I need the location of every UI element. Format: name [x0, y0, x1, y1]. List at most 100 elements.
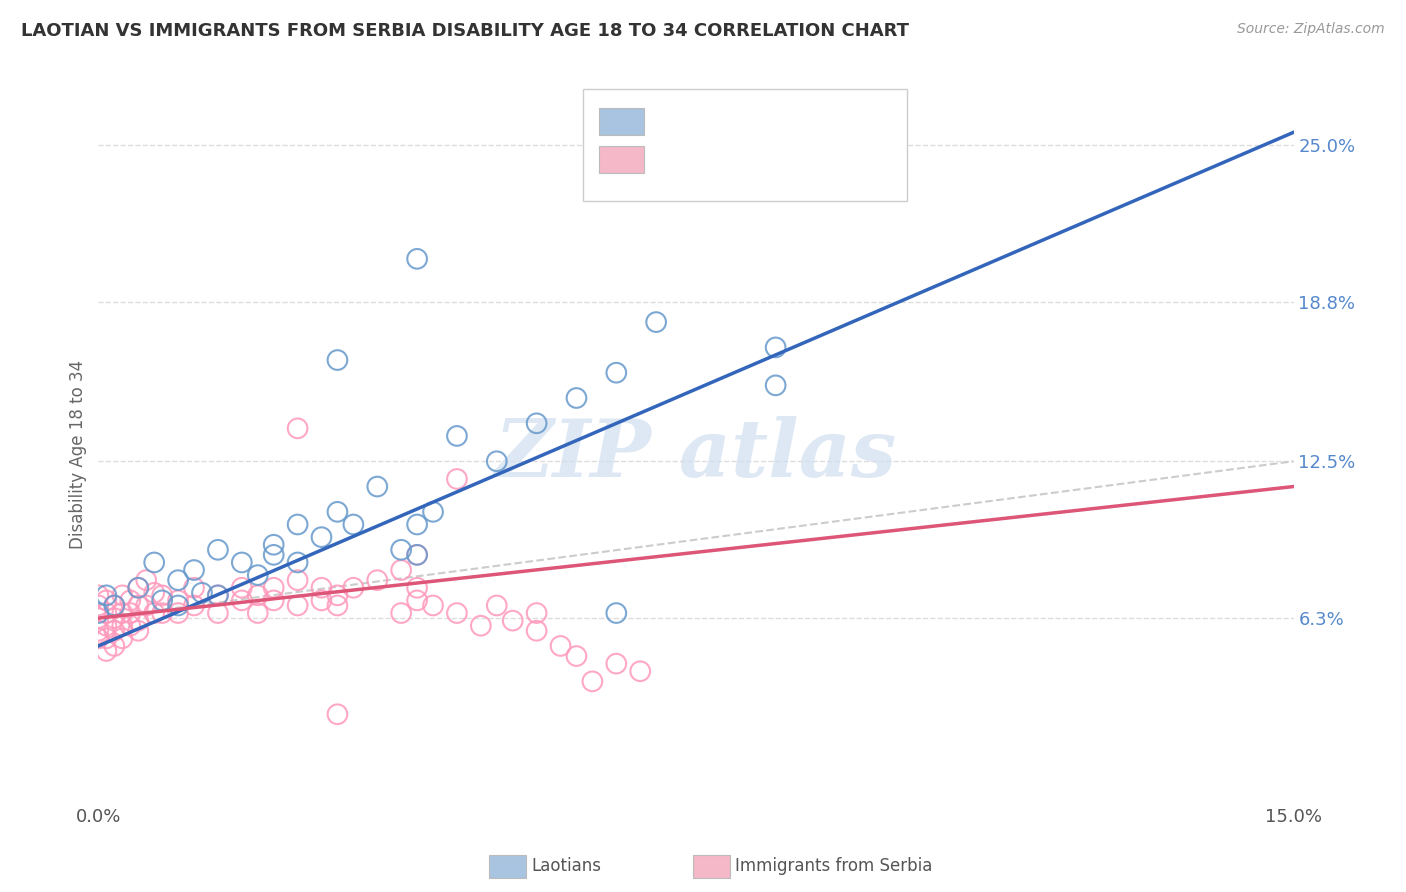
Point — [263, 581, 285, 595]
Point — [87, 599, 110, 613]
Point — [287, 573, 309, 587]
Point — [446, 606, 468, 620]
Point — [628, 665, 651, 679]
Point — [485, 454, 508, 468]
Point — [406, 548, 429, 562]
Point — [127, 624, 149, 638]
Point — [96, 644, 118, 658]
Point — [150, 606, 173, 620]
Point — [103, 599, 125, 613]
Point — [127, 614, 149, 628]
Text: ZIP atlas: ZIP atlas — [495, 417, 897, 493]
Point — [143, 606, 166, 620]
Point — [446, 472, 468, 486]
Point — [120, 606, 142, 620]
Point — [565, 391, 588, 405]
Point — [765, 378, 787, 392]
Point — [87, 624, 110, 638]
Point — [326, 588, 349, 602]
Text: LAOTIAN VS IMMIGRANTS FROM SERBIA DISABILITY AGE 18 TO 34 CORRELATION CHART: LAOTIAN VS IMMIGRANTS FROM SERBIA DISABI… — [21, 22, 910, 40]
Point — [96, 588, 118, 602]
Point — [287, 599, 309, 613]
Point — [207, 542, 229, 557]
Point — [103, 599, 125, 613]
Point — [485, 599, 508, 613]
Point — [311, 530, 333, 544]
Point — [326, 707, 349, 722]
Point — [422, 599, 444, 613]
Point — [526, 417, 548, 431]
Point — [326, 599, 349, 613]
Point — [231, 593, 253, 607]
Point — [167, 593, 190, 607]
Point — [422, 505, 444, 519]
Point — [143, 586, 166, 600]
Point — [167, 606, 190, 620]
Point — [246, 588, 269, 602]
Point — [470, 618, 492, 632]
Text: 0.536: 0.536 — [682, 113, 738, 131]
Point — [311, 581, 333, 595]
Point — [311, 593, 333, 607]
Point — [96, 606, 118, 620]
Point — [135, 573, 157, 587]
Point — [581, 674, 603, 689]
Point — [231, 581, 253, 595]
Point — [120, 593, 142, 607]
Text: N =: N = — [762, 113, 801, 131]
Point — [502, 614, 524, 628]
Point — [263, 593, 285, 607]
Text: 71: 71 — [799, 152, 824, 169]
Point — [207, 588, 229, 602]
Point — [127, 581, 149, 595]
Point — [366, 573, 388, 587]
Point — [143, 556, 166, 570]
Point — [389, 606, 412, 620]
Point — [406, 517, 429, 532]
Text: N =: N = — [762, 152, 801, 169]
Point — [446, 429, 468, 443]
Point — [96, 618, 118, 632]
Point — [135, 599, 157, 613]
Point — [103, 639, 125, 653]
Point — [287, 421, 309, 435]
Point — [605, 657, 627, 671]
Point — [87, 588, 110, 602]
Point — [87, 606, 110, 620]
Point — [765, 340, 787, 354]
Point — [111, 618, 134, 632]
Point — [207, 588, 229, 602]
Point — [191, 586, 214, 600]
Text: 37: 37 — [799, 113, 824, 131]
Point — [207, 606, 229, 620]
Text: Immigrants from Serbia: Immigrants from Serbia — [735, 857, 932, 875]
Point — [342, 581, 364, 595]
Point — [183, 599, 205, 613]
Point — [526, 624, 548, 638]
Text: R =: R = — [650, 113, 689, 131]
Point — [263, 548, 285, 562]
Point — [605, 366, 627, 380]
Point — [87, 632, 110, 646]
Point — [103, 624, 125, 638]
Point — [183, 563, 205, 577]
Point — [526, 606, 548, 620]
Point — [167, 573, 190, 587]
Point — [111, 588, 134, 602]
Text: Laotians: Laotians — [531, 857, 602, 875]
Point — [605, 606, 627, 620]
Point — [263, 538, 285, 552]
Point — [103, 611, 125, 625]
Point — [326, 505, 349, 519]
Point — [287, 556, 309, 570]
Point — [246, 568, 269, 582]
Point — [127, 581, 149, 595]
Y-axis label: Disability Age 18 to 34: Disability Age 18 to 34 — [69, 360, 87, 549]
Point — [406, 593, 429, 607]
Point — [96, 632, 118, 646]
Point — [120, 618, 142, 632]
Point — [167, 599, 190, 613]
Point — [550, 639, 572, 653]
Point — [406, 548, 429, 562]
Point — [342, 517, 364, 532]
